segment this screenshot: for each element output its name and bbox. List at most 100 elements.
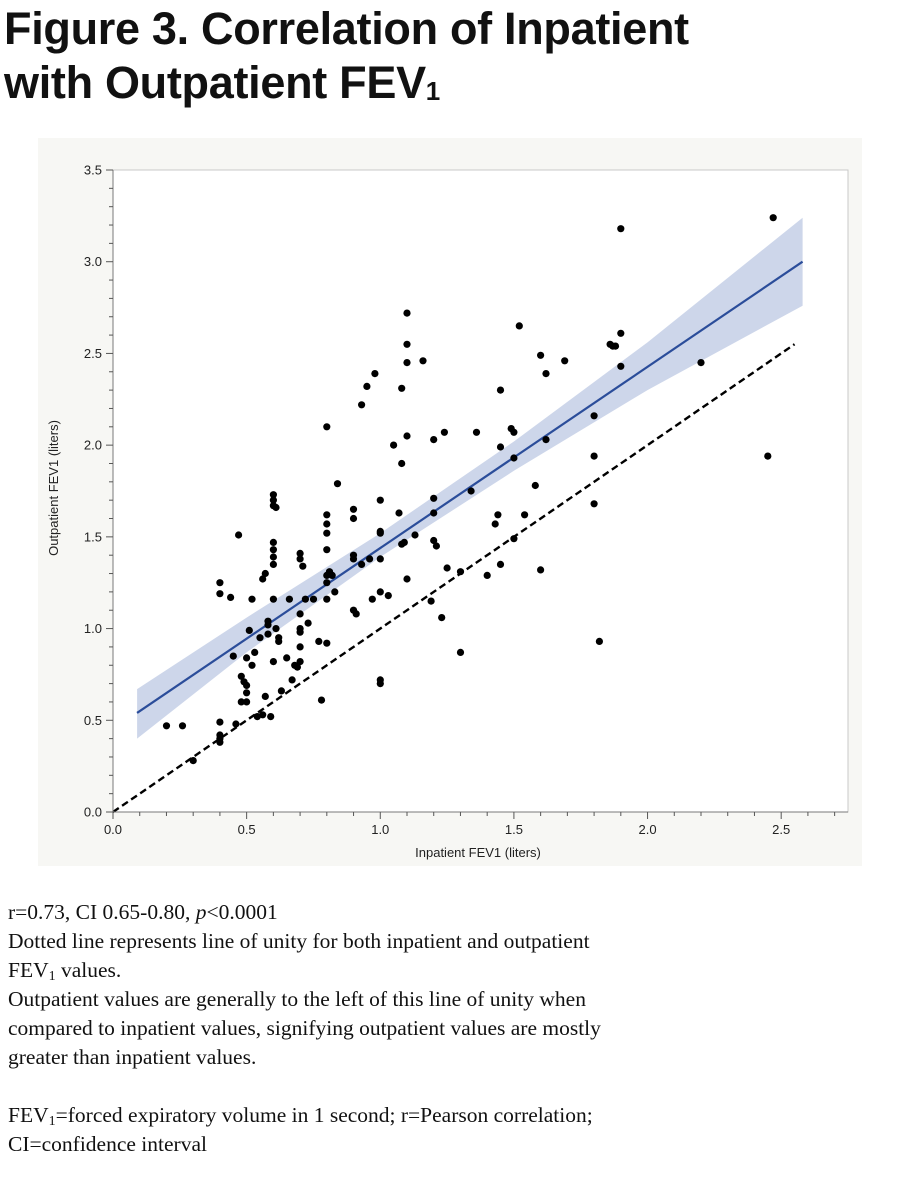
data-point bbox=[438, 614, 446, 622]
y-tick-label: 0.0 bbox=[84, 805, 102, 820]
p-value: <0.0001 bbox=[206, 900, 278, 924]
data-point bbox=[368, 595, 376, 603]
data-point bbox=[323, 511, 331, 519]
data-point bbox=[323, 639, 331, 647]
fev-subscript: 1 bbox=[48, 969, 56, 984]
data-point bbox=[590, 500, 598, 508]
data-point bbox=[595, 637, 604, 645]
data-point bbox=[472, 428, 481, 436]
data-point bbox=[456, 568, 465, 576]
data-point bbox=[400, 538, 408, 546]
data-point bbox=[510, 428, 518, 436]
data-point bbox=[764, 452, 772, 460]
data-point bbox=[432, 542, 440, 550]
data-point bbox=[398, 384, 406, 392]
data-point bbox=[259, 711, 267, 719]
title-line-2-text: with Outpatient FEV bbox=[4, 57, 426, 108]
data-point bbox=[248, 661, 256, 669]
x-tick-label: 1.5 bbox=[505, 822, 523, 837]
data-point bbox=[521, 511, 529, 519]
data-point bbox=[537, 351, 545, 359]
scatter-chart: 0.0 0.5 1.0 1.5 2.0 2.5 0.0 0.5 1.0 1.5 2.0 2.5 3.0 3… bbox=[46, 163, 849, 860]
data-point bbox=[259, 575, 267, 583]
figure-notes: r=0.73, CI 0.65-0.80, p<0.0001 Dotted li… bbox=[8, 898, 892, 1159]
data-point bbox=[243, 698, 251, 706]
data-point bbox=[467, 487, 475, 495]
data-point bbox=[376, 555, 384, 563]
data-point bbox=[264, 630, 272, 638]
data-point bbox=[376, 680, 384, 688]
data-point bbox=[229, 652, 237, 660]
data-point bbox=[272, 503, 280, 512]
data-point bbox=[323, 579, 331, 587]
data-point bbox=[443, 564, 451, 572]
data-point bbox=[617, 225, 625, 233]
chart-panel: 0.0 0.5 1.0 1.5 2.0 2.5 0.0 0.5 1.0 1.5 2.0 2.5 3.0 3… bbox=[38, 138, 862, 866]
data-point bbox=[309, 595, 318, 603]
data-point bbox=[269, 491, 277, 499]
y-tick-label: 3.5 bbox=[84, 163, 102, 178]
data-point bbox=[328, 571, 336, 579]
data-point bbox=[411, 531, 419, 539]
note-line-2: Dotted line represents line of unity for… bbox=[8, 929, 590, 953]
data-point bbox=[376, 529, 384, 537]
values-text: values. bbox=[55, 958, 122, 982]
data-point bbox=[349, 514, 358, 523]
data-point bbox=[390, 441, 398, 449]
data-point bbox=[269, 496, 277, 504]
data-point bbox=[352, 610, 360, 618]
data-point bbox=[299, 562, 307, 570]
data-point bbox=[542, 436, 550, 444]
data-point bbox=[483, 571, 491, 579]
data-point bbox=[248, 595, 256, 603]
title-line-1: Figure 3. Correlation of Inpatient bbox=[4, 3, 689, 54]
note-line-3: FEV1 values. bbox=[8, 956, 892, 985]
title-subscript: 1 bbox=[425, 76, 440, 106]
data-point bbox=[256, 634, 264, 642]
data-point bbox=[245, 626, 253, 634]
data-point bbox=[237, 698, 245, 706]
data-point bbox=[510, 535, 518, 543]
data-point bbox=[243, 681, 251, 690]
data-point bbox=[216, 738, 224, 746]
data-point bbox=[269, 560, 277, 568]
data-point bbox=[419, 357, 427, 365]
y-tick-label: 0.5 bbox=[84, 713, 102, 728]
data-point bbox=[371, 370, 379, 378]
data-point bbox=[288, 676, 296, 684]
data-point bbox=[216, 718, 224, 726]
y-tick-label: 3.0 bbox=[84, 254, 102, 269]
data-point bbox=[496, 386, 505, 394]
data-point bbox=[697, 359, 705, 367]
stats-line: r=0.73, CI 0.65-0.80, p<0.0001 bbox=[8, 898, 892, 927]
data-point bbox=[403, 575, 411, 583]
note-line-4: Outpatient values are generally to the l… bbox=[8, 987, 586, 1011]
confidence-band bbox=[137, 217, 803, 739]
data-point bbox=[427, 597, 435, 605]
data-point bbox=[269, 538, 277, 546]
data-point bbox=[277, 687, 285, 695]
data-point bbox=[363, 382, 371, 390]
data-point bbox=[430, 436, 438, 444]
title-line-2: with Outpatient FEV1 bbox=[4, 56, 894, 110]
data-point bbox=[561, 357, 569, 365]
p-symbol: p bbox=[195, 900, 207, 924]
data-point bbox=[315, 637, 323, 645]
data-point bbox=[395, 509, 403, 517]
data-point bbox=[235, 531, 243, 539]
data-point bbox=[384, 592, 392, 600]
x-tick-label: 1.0 bbox=[371, 822, 389, 837]
note-line-5: compared to inpatient values, signifying… bbox=[8, 1016, 601, 1040]
data-point bbox=[376, 588, 384, 596]
data-point bbox=[366, 555, 374, 563]
data-point bbox=[285, 595, 293, 603]
data-point bbox=[189, 757, 197, 765]
data-point bbox=[769, 214, 777, 222]
data-point bbox=[216, 579, 224, 587]
data-point bbox=[267, 713, 275, 721]
data-point bbox=[304, 619, 312, 627]
x-tick-label: 0.0 bbox=[104, 822, 122, 837]
data-point bbox=[456, 648, 465, 656]
fev-abbrev-subscript: 1 bbox=[48, 1114, 56, 1129]
data-point bbox=[333, 480, 342, 488]
